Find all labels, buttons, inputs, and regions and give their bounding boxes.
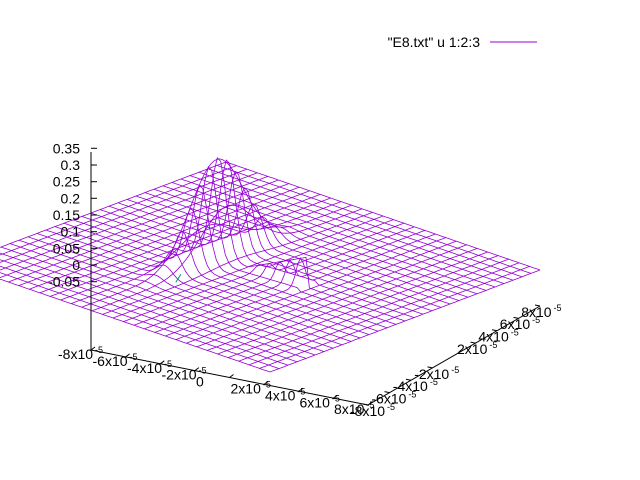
surface-line-x-19 xyxy=(154,230,426,333)
surface-line-x-8 xyxy=(39,190,310,294)
legend-label: "E8.txt" u 1:2:3 xyxy=(388,34,481,50)
z-tick-label-1: 0.3 xyxy=(61,157,81,173)
z-tick-label-4: 0.15 xyxy=(53,207,80,223)
x-tick-mark-6 xyxy=(298,387,304,392)
x-tick-mark-4 xyxy=(229,374,234,378)
surface-line-x-30 xyxy=(269,269,541,373)
x-tick-mark-5 xyxy=(263,380,269,385)
y-axis-line xyxy=(367,305,541,406)
surface-line-x-23 xyxy=(196,244,467,348)
y-tick-label-3: -2x10 -5 xyxy=(414,365,459,382)
x-tick-label-7: 6x10 -5 xyxy=(300,393,340,410)
surface-line-x-21 xyxy=(175,237,446,340)
z-tick-label-0: 0.35 xyxy=(53,140,80,156)
z-tick-label-7: 0 xyxy=(72,257,80,273)
y-tick-label-7: 8x10 -5 xyxy=(521,303,561,320)
secondary-curve-mark xyxy=(175,274,182,283)
surface-line-x-6 xyxy=(18,183,289,286)
surface-line-x-27 xyxy=(238,258,509,362)
z-tick-label-3: 0.2 xyxy=(61,190,81,206)
y-tick-label-1: -6x10 -5 xyxy=(371,390,416,407)
x-tick-mark-8 xyxy=(367,401,373,406)
y-tick-label-5: 4x10 -5 xyxy=(478,328,518,345)
surface-line-x-13 xyxy=(91,204,363,312)
z-tick-label-5: 0.1 xyxy=(61,224,81,240)
y-tick-mark-7 xyxy=(534,304,541,307)
y-tick-label-6: 6x10 -5 xyxy=(500,315,540,332)
y-tick-mark-0 xyxy=(362,403,369,406)
x-tick-label-8: 8x10 -5 xyxy=(334,400,374,417)
y-tick-mark-5 xyxy=(491,329,498,332)
surface-line-x-12 xyxy=(81,158,352,308)
x-tick-label-2: -4x10 -5 xyxy=(127,359,172,376)
surface-line-x-2 xyxy=(0,168,248,263)
x-tick-label-0: -8x10 -5 xyxy=(58,345,103,362)
x-tick-label-3: -2x10 -5 xyxy=(162,366,207,383)
x-tick-label-4: 0 xyxy=(196,374,204,390)
legend: "E8.txt" u 1:2:3 xyxy=(388,34,537,50)
y-tick-mark-4 xyxy=(470,341,476,344)
z-tick-label-8: -0.05 xyxy=(48,274,80,290)
x-tick-label-1: -6x10 -5 xyxy=(93,352,138,369)
surface-line-y-4 xyxy=(0,252,307,359)
surface-line-x-14 xyxy=(102,212,373,315)
y-tick-label-0: -8x10 -5 xyxy=(350,402,395,419)
x-tick-mark-2 xyxy=(160,360,165,365)
surface-line-x-20 xyxy=(165,233,436,337)
x-tick-mark-3 xyxy=(194,367,200,372)
surface-line-x-28 xyxy=(248,262,520,366)
surface-line-x-15 xyxy=(112,215,384,319)
surface-line-x-24 xyxy=(207,248,478,351)
z-tick-label-2: 0.25 xyxy=(53,174,80,190)
surface-line-x-29 xyxy=(259,266,530,369)
x-tick-label-6: 4x10 -5 xyxy=(265,386,305,403)
y-tick-mark-3 xyxy=(427,366,433,369)
surface-line-x-17 xyxy=(133,222,405,326)
y-tick-mark-6 xyxy=(513,316,519,319)
y-tick-label-2: -4x10 -5 xyxy=(393,377,438,394)
surface-mesh xyxy=(0,156,541,373)
surface-line-x-3 xyxy=(0,172,258,271)
surface-line-x-11 xyxy=(70,201,342,304)
z-tick-label-6: 0.05 xyxy=(53,240,80,256)
x-tick-mark-0 xyxy=(90,346,96,351)
surface-line-x-4 xyxy=(0,176,269,279)
surface-line-x-5 xyxy=(8,179,279,283)
surface-line-x-9 xyxy=(50,194,321,297)
surface-line-x-22 xyxy=(186,240,457,344)
surface-line-x-26 xyxy=(227,255,499,358)
x-tick-mark-1 xyxy=(125,353,130,358)
y-tick-mark-1 xyxy=(384,391,390,394)
y-tick-label-4: 2x10 -5 xyxy=(457,340,497,357)
surface-line-x-25 xyxy=(217,251,488,355)
tick-labels: 0.350.30.250.20.150.10.050-0.05-8x10 -5-6… xyxy=(48,140,561,419)
surface-line-x-18 xyxy=(144,226,415,330)
y-tick-mark-2 xyxy=(405,378,412,381)
x-tick-mark-7 xyxy=(333,394,338,399)
surface-line-x-1 xyxy=(0,165,237,256)
surface-line-x-10 xyxy=(60,197,331,301)
surface-line-x-7 xyxy=(29,186,300,290)
surface-line-x-16 xyxy=(123,219,394,322)
x-tick-label-5: 2x10 -5 xyxy=(231,380,271,397)
